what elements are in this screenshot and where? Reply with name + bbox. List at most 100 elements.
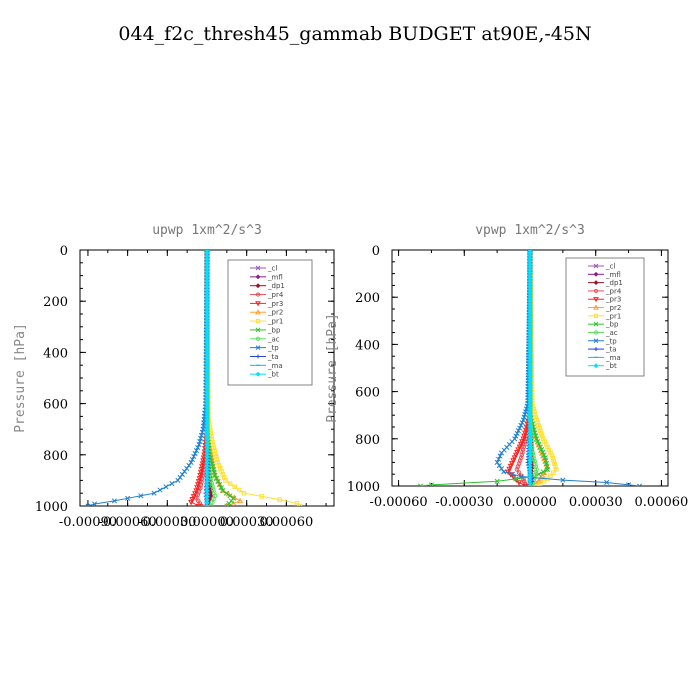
legend-entry: _ta: [605, 346, 617, 354]
series-point_pr2: [225, 502, 229, 506]
series-point_pr2: [219, 487, 226, 493]
series-point_tp: [514, 430, 520, 436]
series-point_pr3: [192, 491, 199, 497]
series-point_pr3: [514, 450, 521, 456]
legend-box: [227, 259, 313, 386]
series-point_tp: [85, 503, 91, 506]
series-point_bp: [536, 441, 542, 447]
y-tick-label: 0: [372, 244, 380, 259]
legend-entry: _pr1: [267, 318, 283, 326]
legend-marker: [255, 274, 261, 280]
legend-entry: _ma: [267, 362, 283, 370]
series-point_pr3: [512, 452, 519, 459]
series-point_pr1: [241, 490, 247, 496]
series-point_pr3: [515, 480, 523, 486]
legend-marker: [255, 292, 261, 297]
legend-marker: [255, 301, 261, 307]
legend-entry: _bp: [267, 326, 281, 334]
legend-marker: [255, 283, 261, 289]
series-point_pr1: [535, 420, 540, 425]
legend: _cl_mfl_dp1_pr4_pr3_pr2_pr1_bp_ac_tp_ta_…: [565, 257, 645, 377]
series-point_pr3: [198, 467, 205, 473]
series-point_tp: [179, 471, 185, 477]
legend-entry: _ma: [605, 354, 621, 362]
series-point_pr3: [199, 461, 206, 467]
series-point_tp: [498, 450, 505, 456]
series-point_pr2: [237, 497, 244, 504]
legend-marker: [593, 313, 599, 318]
series-point_bp: [534, 436, 540, 442]
series-point_pr1: [532, 409, 537, 414]
legend-entry: _pr2: [605, 304, 621, 312]
x-tick-label: -0.00030: [435, 495, 493, 510]
x-tick-label: -0.00030: [138, 515, 196, 530]
series-point_tp: [560, 477, 566, 483]
series-point_tp: [188, 459, 194, 466]
legend-marker: [255, 371, 261, 377]
series-point_tp: [501, 469, 507, 475]
series-point_tp: [509, 471, 516, 477]
series-point_pr1: [227, 481, 233, 486]
series-point_bp: [217, 481, 223, 488]
series-point_ac: [532, 472, 538, 478]
series-point_pr3: [201, 452, 208, 459]
y-axis-label: Pressure [hPa]: [325, 313, 340, 423]
series-point_ac: [533, 464, 539, 470]
series-point_pr3: [197, 473, 204, 479]
series-point_pr1: [212, 448, 217, 454]
series-point_tp: [91, 501, 98, 506]
series-point_pr1: [539, 431, 544, 436]
series-point_pr1: [237, 487, 242, 493]
series-point_pr1: [214, 457, 220, 462]
series-point_bp: [537, 444, 543, 450]
y-tick-label: 0: [60, 244, 68, 259]
series-point_pr3: [194, 482, 202, 488]
legend-entry: _tp: [267, 344, 279, 352]
legend-entry: _pr2: [267, 309, 283, 317]
series-point_pr1: [550, 455, 556, 461]
legend-entry: _ac: [605, 329, 618, 337]
series-point_pr1: [210, 439, 215, 445]
legend-marker: [593, 363, 599, 369]
legend: _cl_mfl_dp1_pr4_pr3_pr2_pr1_bp_ac_tp_ta_…: [227, 259, 313, 386]
series-point_tp: [157, 487, 163, 493]
series-point_pr3: [521, 433, 528, 440]
series-point_tp: [196, 442, 202, 448]
series-point_tp: [195, 444, 201, 451]
legend-marker: [593, 330, 599, 335]
series-point_tp: [494, 459, 500, 465]
legend-entry: _ta: [267, 353, 279, 361]
series-point_pr1: [294, 501, 300, 506]
series-point_pr1: [554, 467, 559, 472]
series-point_pr1: [551, 458, 556, 464]
series-point_ac: [532, 459, 537, 464]
series-point_pr2: [539, 472, 546, 478]
legend-marker: [255, 318, 261, 324]
series-point_tp: [604, 479, 610, 486]
x-tick-label: 0.00000: [180, 515, 234, 530]
y-tick-label: 600: [355, 386, 380, 401]
series-point_pr2: [533, 480, 540, 486]
series-point_tp: [177, 474, 183, 480]
series-point_tp: [184, 465, 190, 472]
series-point_tp: [186, 462, 192, 469]
legend-marker: [593, 297, 599, 303]
series-point_tp: [175, 477, 181, 483]
series-point_bt: [527, 483, 533, 486]
series-point_pr1: [536, 423, 541, 428]
series-point_tp: [498, 466, 505, 472]
series-point_bp: [223, 490, 229, 496]
series-point_tp: [191, 453, 197, 460]
series-point_bp: [227, 493, 233, 499]
y-tick-label: 800: [355, 433, 380, 448]
y-tick-label: 1000: [347, 480, 380, 495]
series-point_bp: [541, 452, 547, 458]
series-point_pr3: [194, 485, 201, 491]
series-point_pr3: [517, 441, 524, 448]
legend-entry: _mfl: [605, 271, 621, 279]
series-point_bp: [220, 488, 226, 494]
series-point_pr1: [549, 453, 555, 458]
legend-entry: _pr3: [605, 296, 621, 304]
x-tick-label: 0.00030: [569, 495, 623, 510]
